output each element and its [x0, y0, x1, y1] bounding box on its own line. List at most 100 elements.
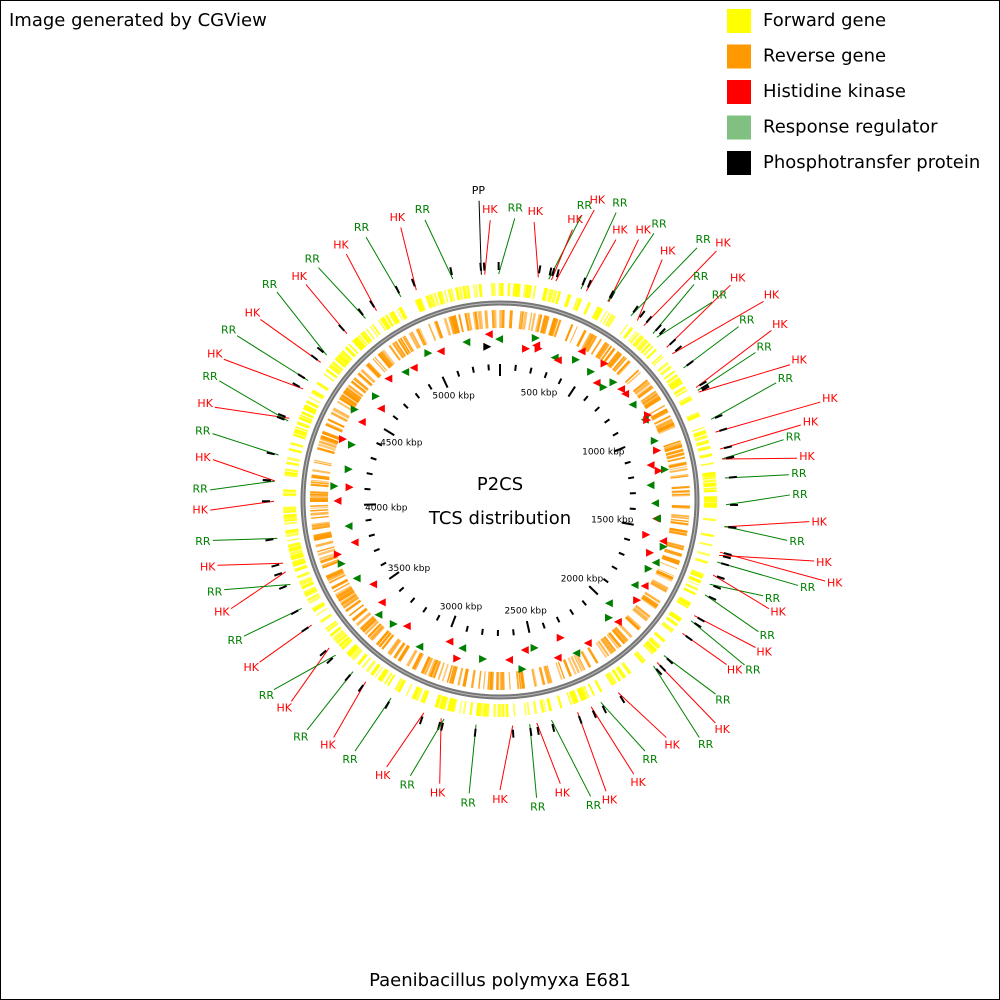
reverse-gene: [432, 660, 441, 679]
reverse-gene: [539, 667, 546, 685]
reverse-gene: [632, 608, 648, 622]
reverse-gene: [671, 515, 690, 520]
feature-line: [722, 439, 784, 460]
forward-gene: [360, 332, 371, 344]
feature-tick: [357, 308, 364, 316]
forward-gene: [438, 291, 445, 305]
reverse-gene: [409, 331, 421, 349]
tick-mark: [370, 456, 377, 461]
forward-gene: [594, 679, 603, 693]
feature-marker: [333, 496, 342, 505]
forward-gene: [284, 521, 298, 525]
reverse-gene: [648, 404, 666, 415]
tick-mark: [388, 571, 400, 580]
reverse-gene: [313, 461, 332, 467]
feature-label: RR: [712, 288, 728, 301]
feature-marker: [642, 530, 651, 539]
forward-gene: [449, 698, 455, 712]
reverse-gene: [315, 540, 334, 548]
reverse-gene: [669, 465, 688, 471]
forward-gene: [379, 669, 390, 683]
reverse-gene: [660, 561, 678, 570]
feature-label: HK: [799, 450, 815, 463]
forward-gene: [516, 283, 521, 297]
forward-gene: [477, 702, 482, 717]
feature-tick: [723, 445, 733, 450]
feature-marker: [445, 637, 454, 646]
tick-mark: [623, 537, 631, 542]
legend-label: Phosphotransfer protein: [763, 152, 980, 173]
reverse-gene: [387, 638, 400, 655]
tick-mark: [588, 585, 599, 596]
forward-gene: [283, 489, 297, 494]
reverse-gene: [580, 651, 591, 668]
feature-tick: [290, 609, 299, 616]
feature-label: RR: [227, 634, 243, 647]
feature-label: RR: [193, 483, 209, 496]
feature-marker: [572, 649, 581, 658]
feature-label: HK: [727, 663, 743, 676]
reverse-gene: [569, 326, 578, 344]
reverse-gene: [656, 569, 674, 580]
feature-line: [607, 232, 655, 302]
reverse-gene: [616, 360, 632, 376]
feature-tick: [720, 562, 730, 567]
reverse-gene: [312, 525, 331, 531]
feature-tick: [655, 668, 663, 676]
reverse-gene: [408, 332, 419, 350]
feature-marker: [650, 436, 659, 445]
forward-gene: [458, 286, 464, 300]
feature-label: RR: [715, 694, 731, 707]
feature-tick: [276, 415, 285, 421]
reverse-gene: [618, 623, 633, 639]
forward-gene: [523, 702, 527, 716]
feature-label: HK: [197, 397, 213, 410]
reverse-gene: [634, 604, 651, 618]
forward-gene: [320, 614, 333, 624]
feature-label: HK: [214, 605, 230, 618]
reverse-gene: [330, 411, 348, 423]
tick-mark: [541, 622, 546, 629]
tick-mark: [529, 367, 533, 374]
forward-gene: [450, 698, 457, 712]
feature-marker: [520, 646, 529, 655]
reverse-gene: [319, 437, 338, 446]
reverse-gene: [581, 332, 592, 350]
forward-gene: [329, 363, 342, 374]
feature-line: [555, 209, 595, 282]
tick-mark: [594, 406, 600, 412]
feature-line: [260, 319, 321, 363]
forward-gene: [419, 297, 426, 311]
tick-mark: [471, 366, 475, 373]
reverse-gene: [665, 448, 684, 456]
reverse-gene: [310, 504, 329, 507]
feature-line: [273, 654, 336, 691]
feature-line: [722, 457, 798, 460]
reverse-gene: [603, 636, 617, 652]
feature-label: RR: [696, 233, 712, 246]
forward-gene: [668, 611, 682, 622]
feature-label: RR: [342, 753, 358, 766]
forward-gene: [399, 306, 408, 320]
reverse-gene: [625, 616, 640, 631]
reverse-gene: [472, 311, 478, 330]
reverse-gene: [343, 391, 360, 404]
reverse-gene: [321, 431, 340, 441]
reverse-gene: [397, 644, 410, 662]
feature-tick: [277, 413, 286, 418]
forward-gene: [465, 285, 470, 299]
tick-mark: [383, 428, 395, 437]
feature-tick: [529, 727, 533, 737]
forward-gene: [654, 631, 666, 643]
forward-gene: [587, 683, 596, 696]
legend-label: Reverse gene: [763, 46, 886, 67]
forward-gene: [686, 411, 700, 420]
forward-gene: [699, 541, 713, 547]
reverse-gene: [666, 542, 685, 549]
reverse-gene: [669, 527, 688, 533]
forward-gene: [371, 323, 381, 336]
reverse-gene: [635, 382, 651, 396]
forward-gene: [652, 356, 664, 367]
reverse-gene: [415, 328, 426, 346]
tick-mark: [366, 472, 373, 476]
